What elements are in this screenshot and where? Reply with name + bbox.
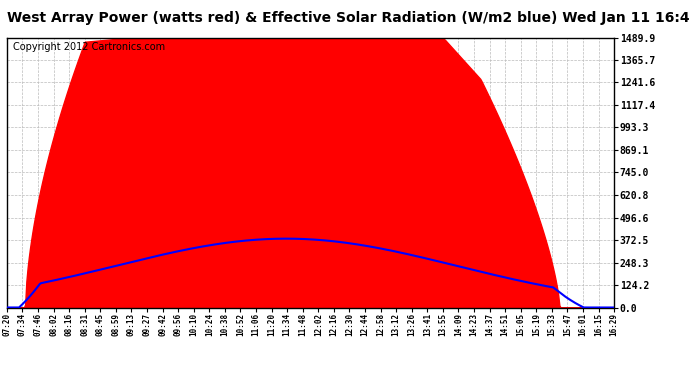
Text: Copyright 2012 Cartronics.com: Copyright 2012 Cartronics.com bbox=[13, 42, 165, 51]
Text: West Array Power (watts red) & Effective Solar Radiation (W/m2 blue) Wed Jan 11 : West Array Power (watts red) & Effective… bbox=[7, 11, 690, 25]
